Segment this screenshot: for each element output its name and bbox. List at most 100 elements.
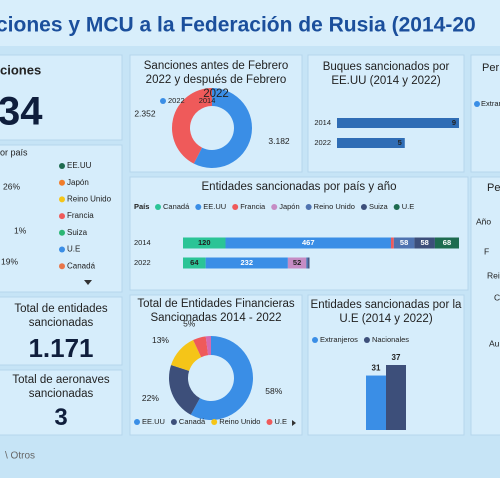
category-label: 2014	[314, 118, 331, 127]
data-label: 37	[392, 353, 401, 362]
card-value: 34	[0, 90, 43, 134]
legend-label: Extranjeros	[320, 335, 358, 344]
chart-title: Buques sancionados por EE.UU (2014 y 202…	[322, 61, 450, 87]
cropped-label: Au	[489, 338, 500, 348]
bar-segment	[306, 257, 309, 269]
legend-label: Nacionales	[372, 335, 409, 344]
data-label: 5	[398, 138, 402, 147]
legend-label: Reino Unido	[314, 202, 355, 211]
card-title: Total de aeronaves sancionadas	[12, 374, 110, 400]
legend-label: Canadá	[163, 202, 190, 211]
donut-slice	[205, 336, 211, 356]
legend-label: Francia	[67, 211, 94, 220]
cropped-label: F	[484, 246, 489, 256]
legend-label: 2022	[168, 96, 185, 105]
panel	[0, 54, 123, 141]
scroll-arrow[interactable]	[292, 420, 296, 426]
bar-segment	[414, 237, 435, 249]
column	[386, 365, 406, 430]
data-label: 2.352	[134, 109, 156, 119]
data-label: 58%	[265, 386, 282, 396]
legend-label: Francia	[240, 202, 266, 211]
panel	[470, 176, 500, 436]
pie-label: 1%	[14, 225, 27, 235]
legend-swatch	[312, 337, 318, 343]
legend-swatch	[134, 419, 140, 425]
legend-label: Suiza	[369, 202, 389, 211]
data-label: 232	[241, 258, 254, 267]
data-label: 64	[190, 258, 199, 267]
chart-title: Entidades sancionadas por país y año	[201, 181, 397, 193]
legend-swatch	[195, 204, 202, 210]
legend-label: U.E	[402, 202, 415, 211]
legend-swatch	[59, 213, 65, 220]
data-label: 31	[372, 364, 381, 373]
donut-slice	[190, 336, 254, 421]
data-label: 120	[198, 238, 211, 247]
pie-label: 19%	[1, 256, 18, 266]
legend-label: EE.UU	[67, 161, 92, 170]
card-value: 3	[54, 404, 68, 431]
data-label: 467	[302, 238, 315, 247]
legend-title: País	[134, 202, 149, 211]
legend-swatch	[59, 229, 65, 236]
legend-swatch	[59, 163, 65, 169]
column	[366, 375, 386, 430]
panel	[0, 296, 123, 366]
legend-swatch	[266, 419, 273, 425]
bar	[337, 138, 405, 148]
cropped-label: Pe	[487, 182, 500, 194]
card-value: 1.171	[28, 333, 94, 363]
donut-slice	[169, 365, 200, 415]
legend-swatch	[59, 196, 65, 203]
legend-label: U.E	[274, 417, 287, 426]
data-label: 5%	[183, 318, 196, 328]
pie-label: 26%	[3, 181, 20, 191]
legend-swatch	[474, 101, 480, 107]
scroll-arrow[interactable]	[84, 280, 92, 285]
legend-swatch	[211, 419, 218, 425]
legend-swatch	[155, 204, 161, 210]
bar-segment	[390, 237, 394, 249]
cropped-label: Rein	[487, 270, 500, 280]
legend-label: Japón	[67, 178, 89, 187]
legend-swatch	[360, 204, 367, 210]
header-bar	[0, 0, 500, 46]
legend-label: Japón	[279, 202, 299, 211]
bar-segment	[225, 237, 391, 249]
bar-segment	[434, 237, 459, 249]
data-label: 58	[420, 238, 428, 247]
category-label: 2014	[134, 238, 151, 247]
cropped-label: Per	[482, 62, 499, 74]
legend-label: EE.UU	[203, 202, 226, 211]
cropped-label: Extran	[481, 99, 500, 108]
chart-title: Entidades sancionadas por la U.E (2014 y…	[310, 299, 462, 325]
bar	[337, 118, 459, 128]
panel	[0, 369, 123, 436]
chart-title: Total de Entidades Financieras Sancionad…	[137, 298, 295, 324]
legend-label: Canadá	[179, 417, 206, 426]
bar-segment	[183, 257, 206, 269]
panel	[307, 54, 465, 173]
data-label: 58	[400, 238, 408, 247]
cropped-label: C	[494, 292, 500, 302]
legend-swatch	[393, 204, 400, 210]
card-title: Total de entidades sancionadas	[14, 303, 108, 329]
legend-swatch	[232, 204, 239, 210]
data-label: 52	[293, 258, 301, 267]
legend-swatch	[160, 98, 166, 104]
legend-swatch	[59, 263, 65, 270]
donut-slice	[172, 88, 212, 164]
bar-segment	[183, 237, 226, 249]
category-label: 2022	[134, 258, 151, 267]
donut-slice	[171, 339, 202, 371]
bar-segment	[393, 237, 415, 249]
legend-label: U.E	[67, 245, 80, 254]
panel	[470, 54, 500, 173]
legend-label: Reino Unido	[67, 195, 112, 204]
legend-label: 2014	[199, 96, 216, 105]
card-title: ciones	[0, 62, 41, 77]
legend-swatch	[190, 98, 197, 104]
bar-segment	[205, 257, 288, 269]
